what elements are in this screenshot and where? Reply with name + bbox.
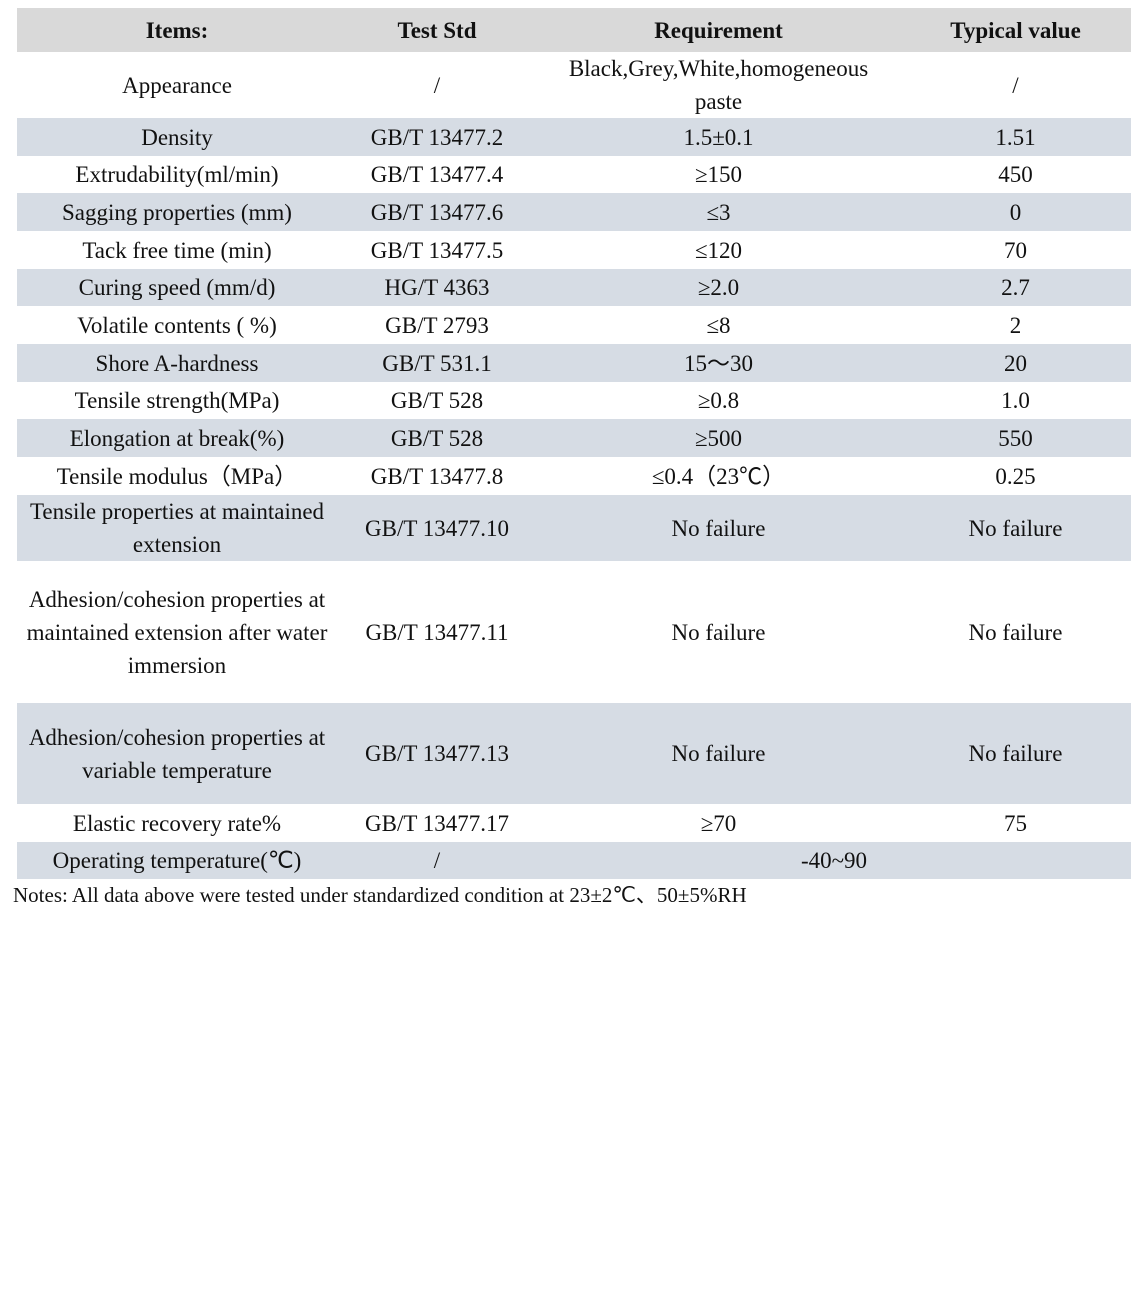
cell-requirement: No failure [671,619,766,645]
cell-requirement: No failure [537,703,900,804]
cell-item: Extrudability(ml/min) [75,162,279,187]
cell-typical-value: 550 [900,419,1131,457]
cell-requirement: ≤8 [706,312,731,338]
cell-requirement: 15～30 [537,344,900,382]
cell-item: Density [17,118,337,156]
header-row: Items: Test Std Requirement Typical valu… [17,8,1131,52]
cell-item: Tensile properties at maintained extensi… [17,495,337,561]
table-row: Shore A-hardness GB/T 531.1 15～30 20 [17,344,1131,382]
cell-test-std: GB/T 13477.6 [337,193,537,231]
cell-requirement: ≥150 [694,162,743,187]
cell-typical-value: 0 [900,193,1131,231]
cell-item: Adhesion/cohesion properties at variable… [17,703,337,804]
cell-test-std: GB/T 13477.8 [370,463,504,489]
cell-requirement: ≤120 [694,237,743,263]
cell-test-std: GB/T 528 [390,388,484,413]
cell-item: Appearance [122,72,232,98]
table-row: Adhesion/cohesion properties at variable… [17,703,1131,804]
table-row: Adhesion/cohesion properties at maintain… [17,561,1131,703]
cell-test-std: GB/T 528 [337,419,537,457]
cell-typical-value: 1.0 [1001,388,1030,413]
cell-item: Adhesion/cohesion properties at maintain… [26,586,328,678]
cell-typical-value: 20 [900,344,1131,382]
table-row: Tensile modulus（MPa） GB/T 13477.8 ≤0.4（23℃… [17,457,1131,495]
cell-requirement: Black,Grey,White,homogeneous paste [568,56,869,114]
table-row: Elastic recovery rate% GB/T 13477.17 ≥70 75 [17,804,1131,842]
cell-item: Operating temperature(℃) [17,842,337,879]
cell-item: Elongation at break(%) [17,419,337,457]
cell-item: Curing speed (mm/d) [17,269,337,306]
cell-test-std: GB/T 13477.11 [365,619,509,645]
cell-item: Tensile modulus（MPa） [56,463,298,489]
table-row: Appearance / Black,Grey,White,homogeneous … [17,52,1131,118]
cell-test-std: GB/T 13477.10 [337,495,537,561]
table-row: Elongation at break(%) GB/T 528 ≥500 550 [17,419,1131,457]
cell-requirement: No failure [537,495,900,561]
table-row: Volatile contents ( %) GB/T 2793 ≤8 2 [17,306,1131,344]
cell-typical-value: / [1012,72,1019,98]
properties-table: Items: Test Std Requirement Typical valu… [17,8,1131,879]
table-row: Tensile strength(MPa) GB/T 528 ≥0.8 1.0 [17,382,1131,419]
cell-typical-value: No failure [900,495,1131,561]
table-row: Extrudability(ml/min) GB/T 13477.4 ≥150 450 [17,156,1131,193]
cell-typical-value: 2.7 [900,269,1131,306]
table-row: Curing speed (mm/d) HG/T 4363 ≥2.0 2.7 [17,269,1131,306]
table-row: Tensile properties at maintained extensi… [17,495,1131,561]
header-test-std: Test Std [337,8,537,52]
cell-requirement: ≤0.4（23℃） [651,463,786,489]
cell-test-std: GB/T 13477.5 [370,237,504,263]
cell-test-std: GB/T 13477.4 [370,162,504,187]
cell-typical-value: 1.51 [900,118,1131,156]
header-requirement: Requirement [537,8,900,52]
notes: Notes: All data above were tested under … [13,883,747,907]
cell-requirement: ≥70 [700,810,737,836]
header-typical-value: Typical value [900,8,1131,52]
cell-requirement: ≤3 [537,193,900,231]
cell-requirement: 1.5±0.1 [537,118,900,156]
table-row: Tack free time (min) GB/T 13477.5 ≤120 70 [17,231,1131,269]
table-row: Sagging properties (mm) GB/T 13477.6 ≤3 0 [17,193,1131,231]
header-items: Items: [17,8,337,52]
cell-typical-value: No failure [900,703,1131,804]
cell-requirement: ≥500 [537,419,900,457]
cell-test-std: GB/T 2793 [385,312,489,338]
cell-typical-value: 2 [1009,312,1022,338]
cell-typical-value: 450 [998,162,1033,187]
cell-test-std: / [433,72,441,98]
cell-typical-value: No failure [968,619,1063,645]
cell-typical-value: 70 [1004,237,1027,263]
cell-typical-value: 75 [1004,810,1027,836]
cell-item: Volatile contents ( %) [77,312,277,338]
cell-test-std: GB/T 13477.17 [365,810,509,836]
cell-test-std: GB/T 13477.13 [337,703,537,804]
cell-item: Tensile strength(MPa) [74,388,280,413]
cell-test-std: / [337,842,537,879]
cell-requirement: ≥0.8 [697,388,740,413]
table-row: Density GB/T 13477.2 1.5±0.1 1.51 [17,118,1131,156]
cell-item: Tack free time (min) [82,237,272,263]
cell-item: Shore A-hardness [17,344,337,382]
table-row: Operating temperature(℃) / -40~90 [17,842,1131,879]
cell-requirement: ≥2.0 [537,269,900,306]
cell-test-std: GB/T 531.1 [337,344,537,382]
cell-item: Elastic recovery rate% [72,810,282,836]
cell-test-std: HG/T 4363 [337,269,537,306]
cell-test-std: GB/T 13477.2 [337,118,537,156]
cell-typical-value: 0.25 [995,463,1036,489]
cell-requirement-typical: -40~90 [537,842,1131,879]
cell-item: Sagging properties (mm) [17,193,337,231]
